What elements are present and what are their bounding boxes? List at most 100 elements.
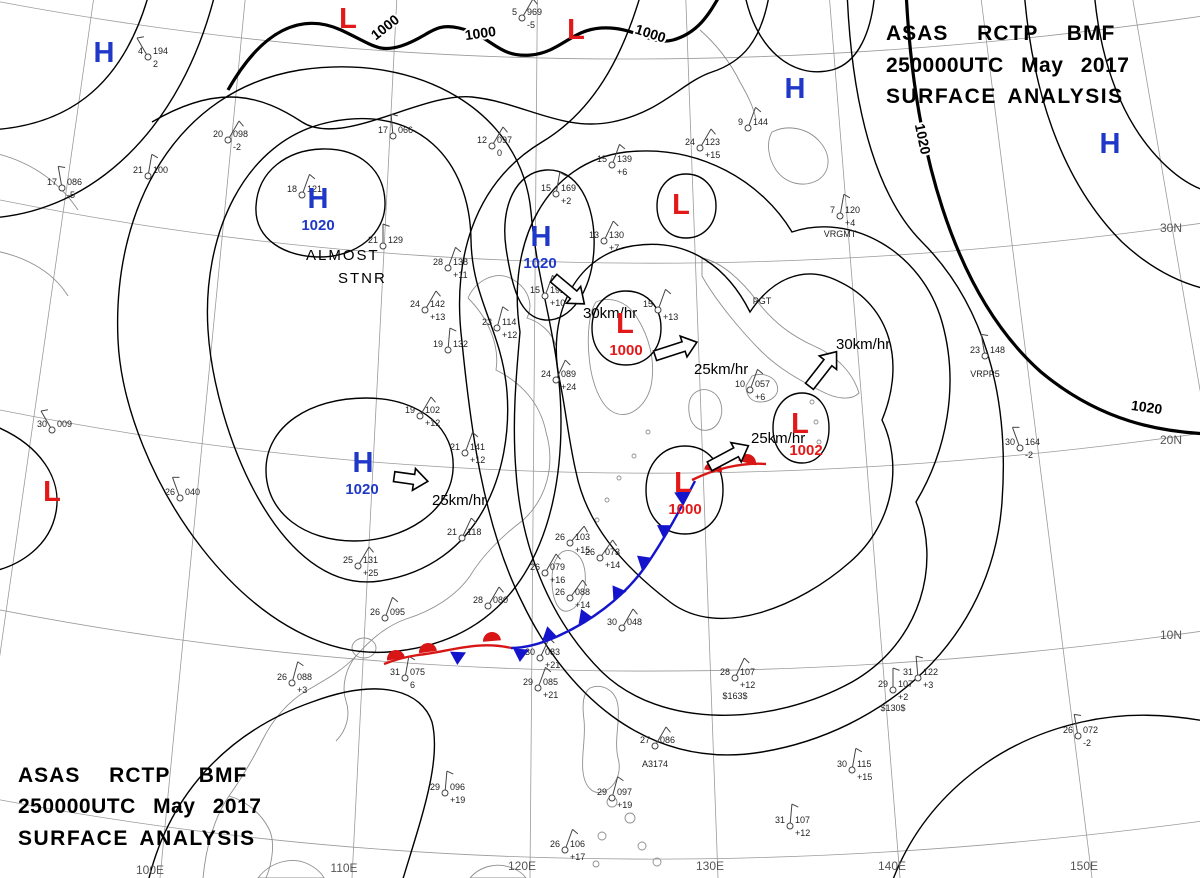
station-plot: 31 122 +3: [903, 655, 938, 690]
station-circle: [441, 789, 449, 797]
isobar-value-label: 1000: [633, 21, 668, 46]
wind-barb: [564, 829, 573, 851]
cold-front-triangle: [656, 525, 673, 539]
station-temp: 20: [213, 129, 223, 139]
wind-barb: [487, 586, 500, 607]
station-tendency: +6: [617, 167, 627, 177]
station-plot: 21 141 +12: [450, 431, 485, 465]
station-plot: 10 057 +6: [735, 368, 770, 402]
station-tendency: +25: [363, 568, 378, 578]
station-temp: 23: [970, 345, 980, 355]
station-pressure: 141: [470, 442, 485, 452]
parallel-line: [0, 199, 1200, 264]
station-temp: 21: [368, 235, 378, 245]
station-temp: 17: [47, 177, 57, 187]
cold-front-triangle: [674, 490, 690, 506]
station-tendency: +16: [550, 575, 565, 585]
isobar-line: [151, 0, 769, 130]
station-pressure: 088: [575, 587, 590, 597]
wind-barb-tick: [791, 803, 799, 808]
cold-front-line: [510, 480, 697, 650]
station-plot: 26 072 -2: [1063, 713, 1098, 748]
station-tendency: -5: [527, 20, 535, 30]
station-temp: 26: [555, 587, 565, 597]
station-temp: 26: [585, 547, 595, 557]
wind-barb: [1073, 714, 1079, 737]
isobar-value-label: 1000: [464, 23, 497, 43]
wind-barb: [654, 726, 667, 747]
station-circle: [224, 136, 232, 144]
wind-barb-tick: [559, 171, 567, 177]
wind-barb: [915, 656, 919, 679]
wind-barb: [291, 661, 299, 684]
station-circle: [608, 794, 616, 802]
station-pressure: 139: [617, 154, 632, 164]
wind-barb-tick: [572, 828, 579, 835]
station-circle: [461, 449, 469, 457]
center-pressure-value: 1002: [789, 442, 822, 459]
station-circle: [889, 686, 897, 694]
station-circle: [651, 742, 659, 750]
title-line-3: SURFACE ANALYSIS: [886, 85, 1124, 108]
station-circle: [58, 184, 66, 192]
station-circle: [444, 264, 452, 272]
station-pressure: 138: [453, 257, 468, 267]
station-temp: 24: [685, 137, 695, 147]
station-plot: 31 107 +12: [775, 803, 810, 838]
station-plot: 15 +13: [643, 288, 678, 322]
station-temp: 29: [597, 787, 607, 797]
station-pressure: 142: [430, 299, 445, 309]
coastline: [0, 153, 79, 297]
station-plot: 29 085 +21: [523, 666, 558, 700]
island: [637, 841, 647, 851]
station-tendency: +7: [609, 243, 619, 253]
title-block-top-right: ASAS RCTP BMF 250000UTC May 2017 SURFACE…: [886, 18, 1170, 113]
station-circle: [836, 212, 844, 220]
center-pressure-value: 1020: [301, 217, 334, 234]
station-temp: 19: [433, 339, 443, 349]
wind-barb-tick: [455, 246, 462, 253]
station-tendency: +19: [617, 800, 632, 810]
station-temp: 12: [477, 135, 487, 145]
station-temp: 18: [287, 184, 297, 194]
station-temp: 31: [903, 667, 913, 677]
station-temp: 28: [473, 595, 483, 605]
island: [604, 497, 610, 503]
movement-arrow-icon: [392, 466, 430, 492]
station-circle: [144, 53, 152, 61]
station-pressure: 169: [561, 183, 576, 193]
station-tendency: +15: [857, 772, 872, 782]
wind-barb: [136, 37, 149, 58]
station-temp: 30: [1005, 437, 1015, 447]
station-pressure: 009: [57, 419, 72, 429]
station-circle: [458, 534, 466, 542]
wind-barb-tick: [665, 288, 672, 295]
wind-barb: [621, 608, 634, 629]
station-temp: 21: [133, 165, 143, 175]
movement-speed-label: 30km/hr: [583, 305, 637, 322]
station-pressure: 144: [753, 117, 768, 127]
wind-barb: [464, 432, 473, 454]
station-plot: 28 080: [473, 586, 508, 610]
station-circle: [744, 124, 752, 132]
low-center: L: [339, 3, 357, 35]
meridian-line: [980, 0, 1093, 878]
isobar-line: [0, 427, 58, 571]
center-pressure-value: 1020: [523, 255, 556, 272]
station-temp: 29: [430, 782, 440, 792]
island: [652, 857, 662, 867]
station-temp: 29: [878, 679, 888, 689]
coastline: [257, 860, 325, 878]
wind-barb: [555, 359, 566, 381]
movement-arrow-icon: [652, 334, 699, 362]
wind-barb-tick: [892, 667, 900, 671]
cold-front-triangle: [542, 626, 558, 641]
station-pressure: 085: [543, 677, 558, 687]
station-plot: 30 048: [607, 608, 642, 632]
station-circle: [914, 674, 922, 682]
title-line-1: ASAS RCTP BMF: [886, 22, 1116, 45]
wind-barb: [57, 166, 63, 189]
wind-barb-tick: [470, 517, 477, 524]
station-tendency: +12: [795, 828, 810, 838]
